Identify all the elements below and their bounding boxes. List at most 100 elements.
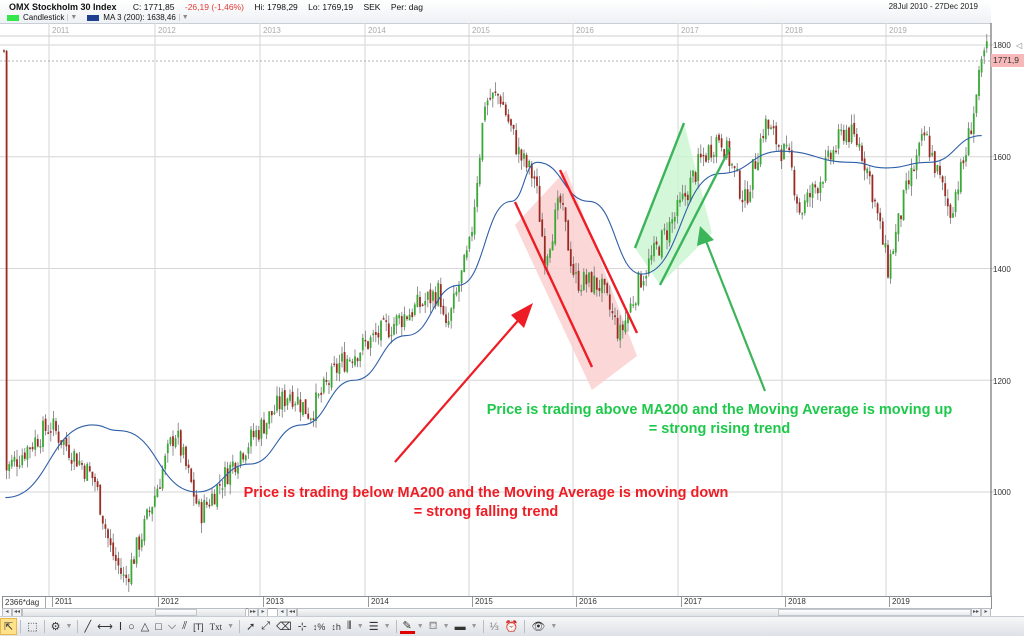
- chevron-down-icon[interactable]: ▼: [356, 623, 364, 630]
- quote-summary: OMX Stockholm 30 Index C: 1771,85 -26,19…: [9, 2, 431, 12]
- alarm-icon[interactable]: ⏰: [504, 621, 519, 633]
- chevron-down-icon[interactable]: ▼: [550, 623, 558, 630]
- date-axis-year: 2013: [263, 597, 284, 607]
- chevron-down-icon[interactable]: ▼: [442, 623, 450, 630]
- parallel-channel-tool[interactable]: ⫽: [182, 620, 188, 632]
- green-arrow-head: [697, 226, 714, 246]
- high-value: Hi: 1798,29: [254, 2, 298, 12]
- fib-percent-tool[interactable]: ↕%: [312, 621, 326, 632]
- change-value: -26,19 (-1,46%): [184, 2, 244, 12]
- line-color-icon[interactable]: ✎: [399, 619, 415, 634]
- price-tick: 1200: [993, 377, 1011, 386]
- ellipse-tool[interactable]: ○: [128, 620, 135, 633]
- rising-annotation-line1: Price is trading above MA200 and the Mov…: [486, 402, 953, 418]
- line-tool[interactable]: ╱: [84, 621, 92, 633]
- svg-text:2019: 2019: [889, 26, 907, 35]
- split-icon[interactable]: ⅓: [489, 620, 499, 633]
- chevron-down-icon[interactable]: ▼: [383, 623, 391, 630]
- legend: Candlestick ▼ MA 3 (200): 1638,46 ▼: [7, 13, 199, 22]
- price-axis-panel: [991, 0, 1024, 615]
- price-tick: 1400: [993, 265, 1011, 274]
- fill-color-icon[interactable]: ⛾: [428, 619, 438, 632]
- currency: SEK: [363, 2, 381, 12]
- date-axis-year: 2019: [889, 597, 910, 607]
- horizontal-line-tool[interactable]: ⟷: [97, 621, 113, 633]
- zoom-thumb[interactable]: [778, 609, 971, 616]
- gear-icon[interactable]: ⚙: [50, 621, 61, 633]
- red-arrow-head: [511, 303, 533, 328]
- line-width-icon[interactable]: ▬: [454, 620, 466, 633]
- year-labels: 2011 2012 2013 2014 2015 2016 2017 2018 2019: [52, 26, 907, 35]
- low-value: Lo: 1769,19: [308, 2, 354, 12]
- ma-swatch: [87, 14, 100, 21]
- falling-channel-lower: [513, 201, 594, 368]
- candlestick-swatch: [7, 14, 19, 21]
- columns-tool[interactable]: ⦀: [346, 620, 352, 632]
- period: Per: dag: [390, 2, 423, 12]
- svg-text:2015: 2015: [472, 26, 490, 35]
- separator: [524, 620, 526, 633]
- svg-text:2014: 2014: [368, 26, 386, 35]
- separator: [395, 620, 397, 633]
- price-tick: 1600: [993, 153, 1011, 162]
- ma200-line: [5, 134, 982, 499]
- legend-candlestick[interactable]: Candlestick: [23, 13, 65, 22]
- double-arrow-tool[interactable]: ⤢: [261, 620, 271, 632]
- vertical-line-tool[interactable]: Ⅰ: [118, 621, 123, 633]
- falling-annotation-line1: Price is trading below MA200 and the Mov…: [243, 485, 729, 501]
- fibonacci-tool[interactable]: ⊹: [297, 621, 307, 633]
- close-value: C: 1771,85: [132, 2, 175, 12]
- bar-count: 2366*dag: [3, 597, 46, 608]
- chevron-down-icon[interactable]: ▼: [65, 623, 73, 630]
- rising-channel-upper: [633, 122, 686, 249]
- rising-trend-annotation: Price is trading above MA200 and the Mov…: [452, 401, 987, 439]
- select-rect-tool[interactable]: ⬚: [27, 621, 38, 633]
- svg-text:2012: 2012: [158, 26, 176, 35]
- svg-text:2018: 2018: [785, 26, 803, 35]
- arrow-tool[interactable]: ➚: [246, 621, 256, 633]
- chevron-down-icon[interactable]: ▼: [67, 14, 77, 21]
- date-range: 28Jul 2010 - 27Dec 2019: [888, 2, 978, 11]
- date-axis-year: 2011: [52, 597, 72, 607]
- eraser-tool[interactable]: ⌫: [276, 621, 292, 633]
- chevron-down-icon[interactable]: ▼: [470, 623, 478, 630]
- date-axis-year: 2017: [681, 597, 702, 607]
- separator: [482, 620, 484, 633]
- price-tick: 1000: [993, 488, 1011, 497]
- svg-text:2013: 2013: [263, 26, 281, 35]
- polyline-tool[interactable]: ⌵: [167, 620, 177, 632]
- pointer-tool[interactable]: ⇱: [0, 618, 18, 635]
- collapse-arrow-icon[interactable]: ◁: [1016, 41, 1023, 50]
- eye-icon[interactable]: 👁: [531, 621, 546, 633]
- chevron-down-icon[interactable]: ▼: [227, 623, 235, 630]
- chevron-down-icon[interactable]: ▼: [416, 623, 424, 630]
- svg-text:2017: 2017: [681, 26, 699, 35]
- price-chart[interactable]: 2011 2012 2013 2014 2015 2016 2017 2018 2019: [0, 23, 1024, 596]
- instrument-title: OMX Stockholm 30 Index: [9, 2, 117, 12]
- svg-text:2016: 2016: [576, 26, 594, 35]
- date-axis-year: 2016: [576, 597, 597, 607]
- chevron-down-icon[interactable]: ▼: [178, 14, 189, 21]
- date-axis-year: 2018: [785, 597, 806, 607]
- text-box-tool[interactable]: [T]: [193, 621, 204, 632]
- drawing-toolbar: ⇱ ⬚ ⚙ ▼ ╱ ⟷ Ⅰ ○ △ □ ⌵ ⫽ [T] Txt ▼ ➚ ⤢ ⌫ ⊹ …: [0, 616, 1024, 636]
- last-price-badge: 1771,9: [991, 54, 1024, 67]
- list-tool[interactable]: ☰: [368, 621, 379, 633]
- rising-annotation-line2: = strong rising trend: [648, 421, 791, 437]
- falling-trend-annotation: Price is trading below MA200 and the Mov…: [197, 484, 775, 522]
- text-tool[interactable]: Txt: [209, 621, 223, 632]
- fib-height-tool[interactable]: ↕h: [331, 621, 341, 632]
- legend-ma[interactable]: MA 3 (200): 1638,46: [103, 13, 176, 22]
- separator: [43, 620, 45, 633]
- red-arrow-shaft: [394, 315, 523, 463]
- falling-annotation-line2: = strong falling trend: [413, 504, 559, 520]
- scroll-thumb[interactable]: [155, 609, 197, 616]
- chart-header: OMX Stockholm 30 Index C: 1771,85 -26,19…: [0, 0, 1024, 24]
- separator: [77, 620, 79, 633]
- price-tick: 1800: [993, 41, 1011, 50]
- svg-text:2011: 2011: [52, 26, 70, 35]
- date-axis-year: 2012: [158, 597, 179, 607]
- rectangle-tool[interactable]: □: [155, 620, 162, 633]
- triangle-tool[interactable]: △: [140, 621, 150, 633]
- date-axis-year: 2014: [368, 597, 389, 607]
